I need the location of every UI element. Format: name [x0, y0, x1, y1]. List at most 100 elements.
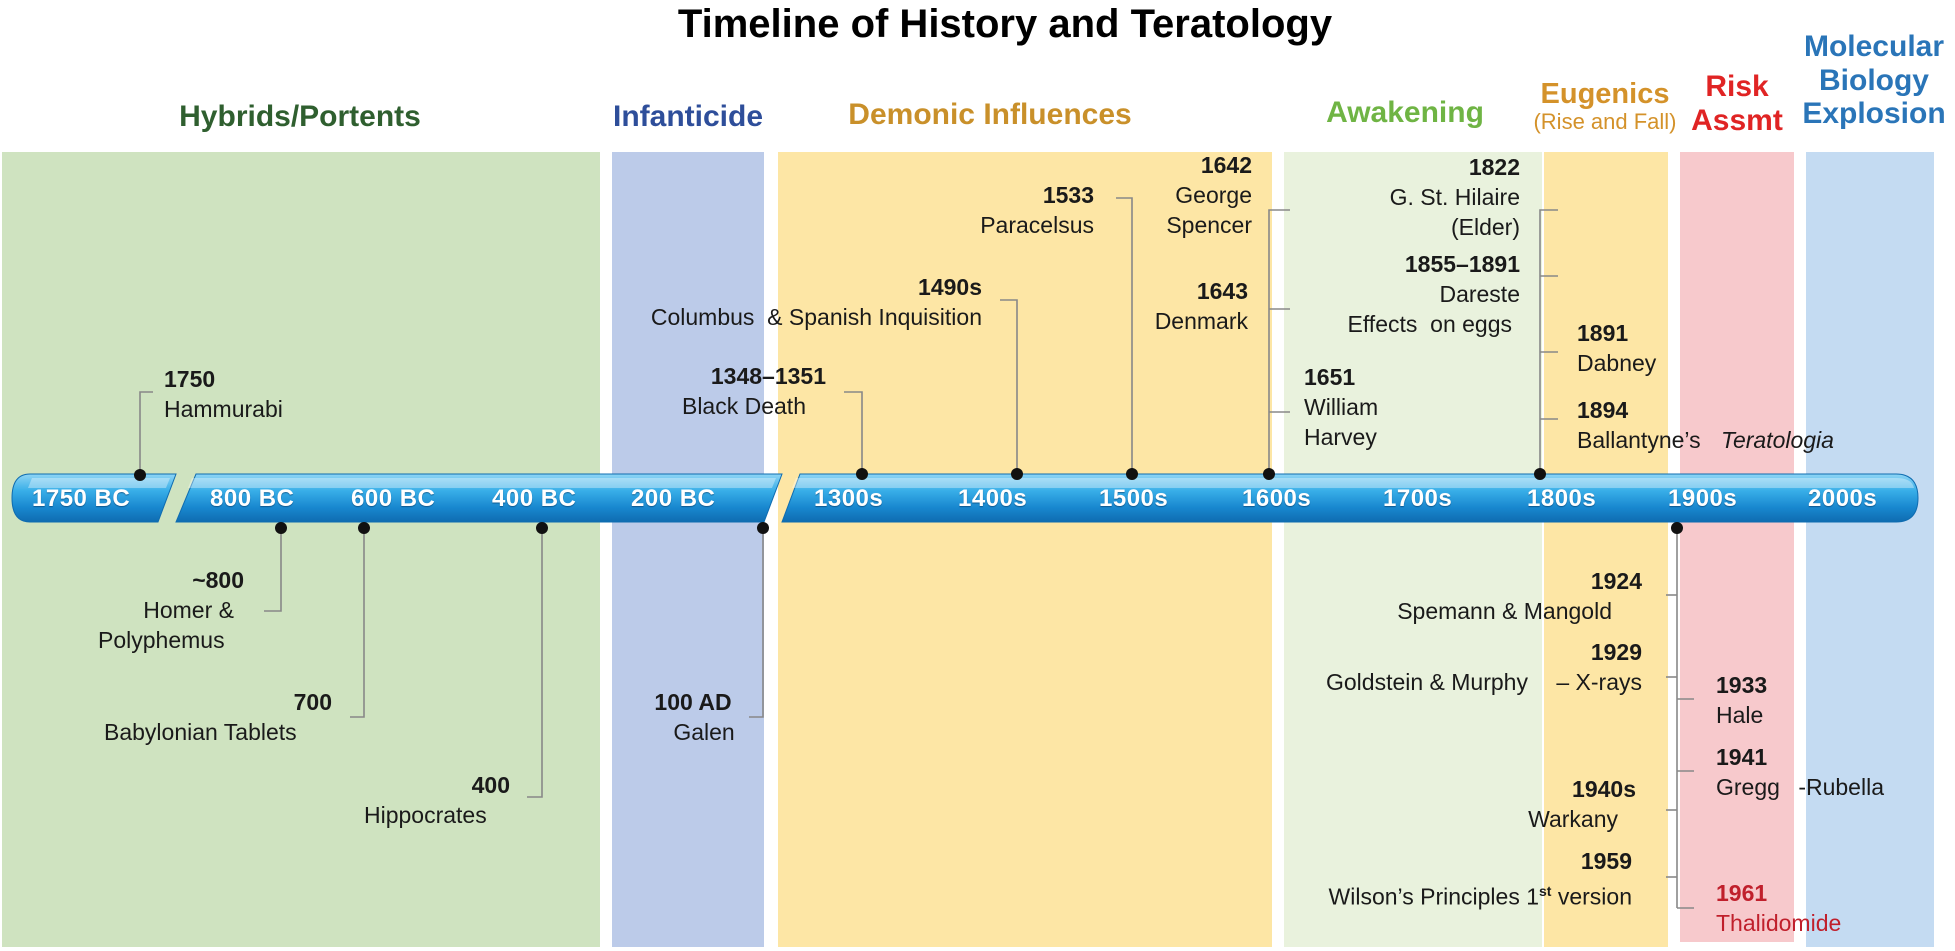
- dot-homer: [275, 522, 287, 534]
- axis-label: 1700s: [1383, 485, 1453, 512]
- event-harvey: 1651 William Harvey: [1304, 362, 1378, 452]
- axis-label: 600 BC: [351, 485, 436, 512]
- event-name: Effects on eggs: [1347, 311, 1512, 337]
- event-homer: ~800 Homer & Polyphemus: [80, 565, 244, 655]
- timeline-bar-segment-1: [11, 473, 177, 523]
- dot-black-death: [856, 468, 868, 480]
- event-name: G. St. Hilaire: [1389, 184, 1520, 210]
- era-label-awakening: Awakening: [1326, 96, 1484, 129]
- era-label-eugenics: Eugenics (Rise and Fall): [1512, 78, 1698, 135]
- dot-babylonian: [358, 522, 370, 534]
- era-band-demonic: [778, 152, 1272, 947]
- event-name: Hippocrates: [364, 802, 487, 828]
- event-year: 1822: [1468, 154, 1520, 180]
- era-label-molecular: Molecular Biology Explosion: [1790, 30, 1955, 131]
- era-band-eugenics: [1544, 152, 1668, 947]
- event-name-text: version: [1551, 883, 1632, 910]
- axis-label: 1500s: [1099, 485, 1169, 512]
- event-year: 1642: [1200, 152, 1252, 178]
- event-year: 1490s: [918, 274, 982, 300]
- event-year: 1750: [164, 366, 216, 392]
- event-year: 400: [471, 772, 510, 798]
- axis-label: 1300s: [814, 485, 884, 512]
- page-title: Timeline of History and Teratology: [677, 2, 1333, 46]
- dot-1800s: [1534, 468, 1546, 480]
- event-name: Homer &: [143, 597, 234, 623]
- event-gregg: 1941 Gregg -Rubella: [1716, 742, 1884, 802]
- event-name-sup: st: [1539, 883, 1552, 899]
- event-name: Hale: [1716, 702, 1764, 728]
- event-year: 1894: [1577, 397, 1629, 423]
- axis-label: 1800s: [1527, 485, 1597, 512]
- event-year: 1933: [1716, 672, 1768, 698]
- timeline-bar-segment-3: [781, 473, 1919, 523]
- event-year: 1643: [1196, 278, 1248, 304]
- event-name: Dabney: [1577, 350, 1657, 376]
- axis-label: 400 BC: [492, 485, 577, 512]
- dot-1900s: [1671, 522, 1683, 534]
- era-label-risk-line1: Risk: [1705, 70, 1769, 103]
- event-year: 700: [293, 689, 332, 715]
- event-name-text: – X-rays: [1556, 669, 1642, 695]
- event-galen: 100 AD Galen: [636, 687, 750, 747]
- event-name: William: [1304, 394, 1379, 420]
- event-year: 1891: [1577, 320, 1629, 346]
- event-dabney: 1891 Dabney: [1577, 318, 1656, 378]
- event-name: Goldstein & Murphy – X-rays: [1300, 667, 1642, 697]
- event-name: Thalidomide: [1716, 910, 1842, 936]
- event-name-text: Ballantyne’s: [1577, 427, 1701, 453]
- event-name-italic: Teratologia: [1721, 427, 1834, 453]
- event-spemann: 1924 Spemann & Mangold: [1360, 566, 1642, 626]
- event-name: Paracelsus: [980, 212, 1094, 238]
- event-year: 1961: [1716, 880, 1768, 906]
- era-label-risk: Risk Assmt: [1672, 70, 1802, 137]
- event-name-text: Wilson’s Principles 1: [1328, 883, 1539, 910]
- event-year: 1941: [1716, 744, 1768, 770]
- event-name: Babylonian Tablets: [104, 719, 297, 745]
- axis-label: 800 BC: [210, 485, 295, 512]
- dot-1600s: [1263, 468, 1275, 480]
- era-band-risk: [1680, 152, 1794, 942]
- event-name-text: Goldstein & Murphy: [1325, 669, 1528, 695]
- era-label-molecular-line1: Molecular: [1803, 30, 1945, 63]
- axis-label: 1900s: [1668, 485, 1738, 512]
- dot-columbus: [1011, 468, 1023, 480]
- event-name: Gregg -Rubella: [1716, 772, 1884, 802]
- event-name: Columbus & Spanish Inquisition: [650, 304, 982, 330]
- event-babylonian: 700 Babylonian Tablets: [104, 687, 332, 747]
- event-name-text: -Rubella: [1798, 774, 1884, 800]
- era-label-risk-line2: Assmt: [1691, 103, 1783, 137]
- event-name: Dareste: [1439, 281, 1520, 307]
- era-band-hybrids: [2, 152, 600, 947]
- event-columbus: 1490s Columbus & Spanish Inquisition: [560, 272, 982, 332]
- axis-label: 200 BC: [631, 485, 716, 512]
- event-paracelsus: 1533 Paracelsus: [920, 180, 1094, 240]
- dot-hammurabi: [134, 469, 146, 481]
- era-label-eugenics-sub: (Rise and Fall): [1533, 109, 1677, 135]
- timeline-bar-segment-2: [175, 473, 783, 523]
- dot-hippocrates: [536, 522, 548, 534]
- event-name: Spemann & Mangold: [1397, 598, 1612, 624]
- axis-label: 1400s: [958, 485, 1028, 512]
- era-band-awakening: [1284, 152, 1542, 947]
- event-year: ~800: [192, 567, 244, 593]
- era-label-infanticide: Infanticide: [612, 100, 763, 133]
- era-label-molecular-line2: Biology: [1819, 63, 1929, 97]
- dot-paracelsus: [1126, 468, 1138, 480]
- event-year: 1924: [1590, 568, 1642, 594]
- era-label-hybrids: Hybrids/Portents: [179, 100, 421, 133]
- event-name: Polyphemus: [98, 627, 225, 653]
- event-year: 1651: [1304, 364, 1356, 390]
- event-name-text: Gregg: [1716, 774, 1780, 800]
- event-year: 1855–1891: [1404, 251, 1520, 277]
- event-name: Spencer: [1166, 212, 1252, 238]
- dot-galen: [757, 522, 769, 534]
- event-name: Hammurabi: [164, 396, 283, 422]
- event-name: (Elder): [1450, 214, 1520, 240]
- event-name: Warkany: [1528, 806, 1618, 832]
- event-name: Harvey: [1304, 424, 1377, 450]
- era-label-molecular-line3: Explosion: [1802, 97, 1946, 131]
- event-spencer: 1642 George Spencer: [1110, 150, 1252, 240]
- axis-label: 2000s: [1808, 485, 1878, 512]
